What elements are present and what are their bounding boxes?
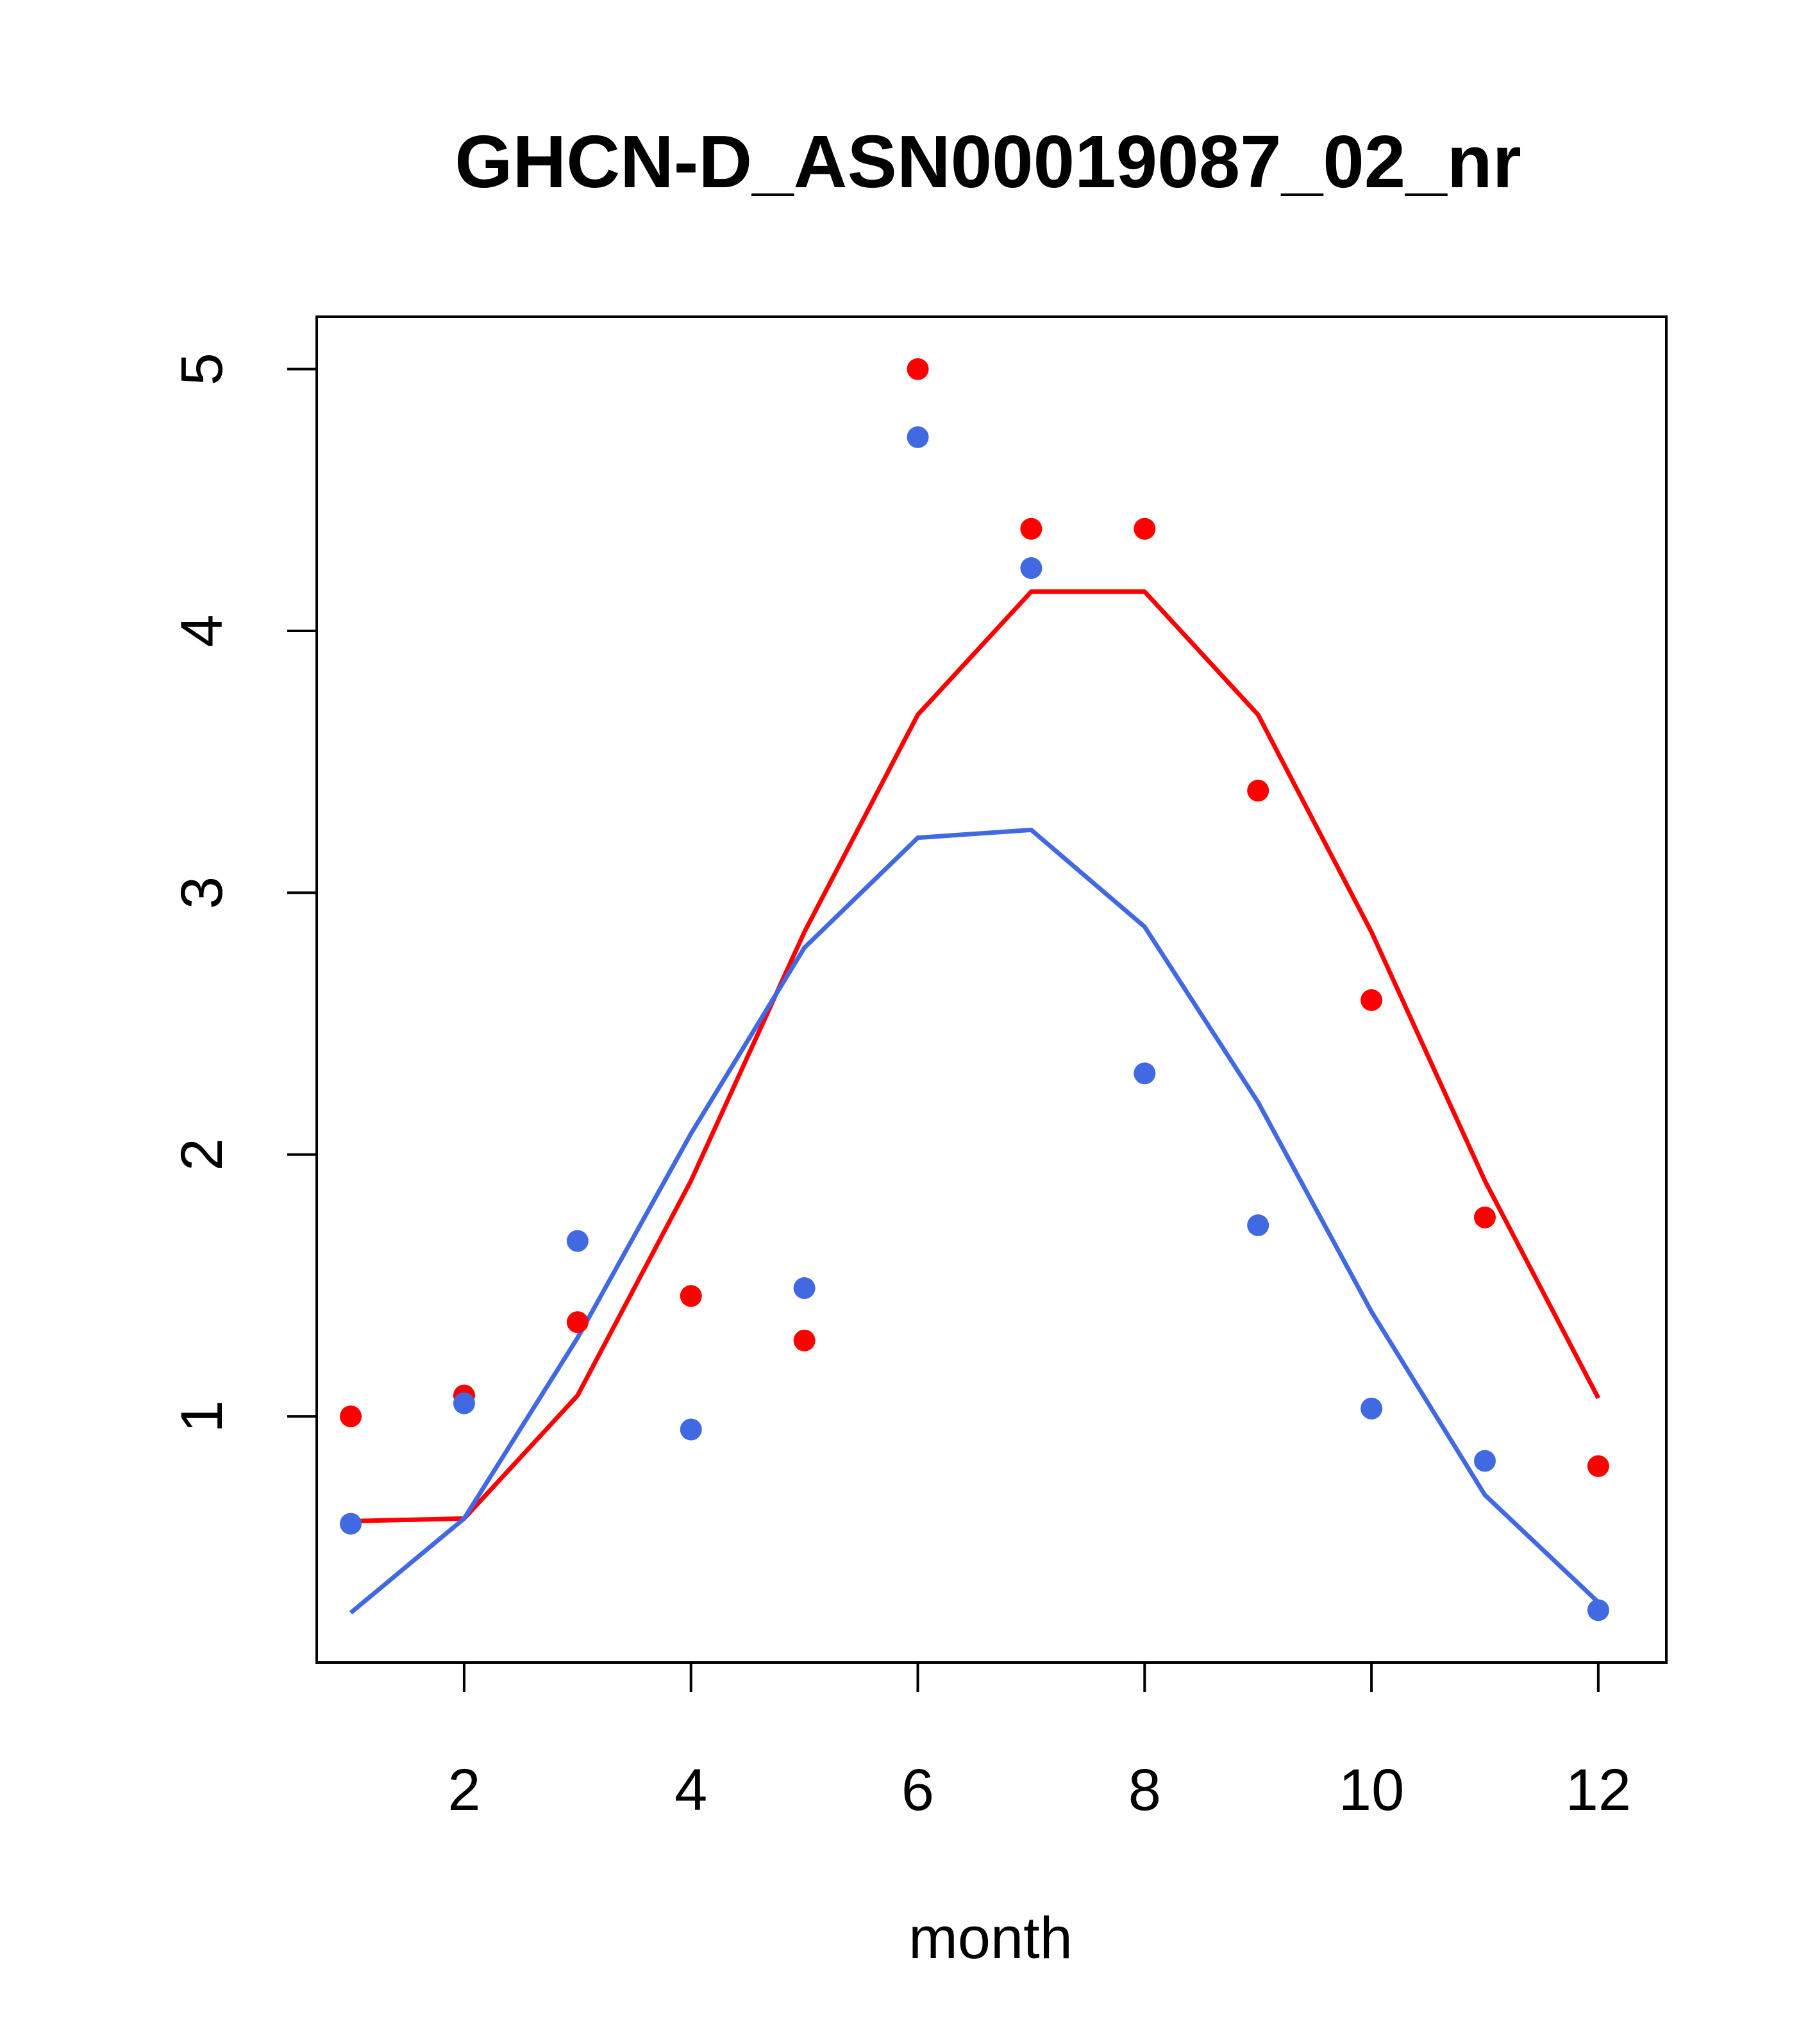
series-2-point: [1134, 1062, 1156, 1085]
series-2-point: [1473, 1450, 1496, 1472]
x-tick-label: 8: [1128, 1757, 1161, 1823]
x-tick-label: 10: [1339, 1757, 1404, 1823]
series-2-point: [453, 1392, 475, 1414]
series-points: [340, 358, 1609, 1621]
series-1-point: [1247, 780, 1269, 802]
x-tick-label: 4: [674, 1757, 707, 1823]
series-1-point: [1473, 1206, 1496, 1228]
series-2-point: [340, 1512, 362, 1535]
series-1-point: [680, 1285, 702, 1307]
series-2-point: [1020, 557, 1042, 580]
x-axis: 2 4 6 8 10 12: [448, 1661, 1631, 1823]
series-1-point: [1361, 989, 1383, 1011]
chart-title: GHCN-D_ASN00019087_02_nr: [455, 120, 1521, 203]
series-1-point: [340, 1405, 362, 1428]
y-tick-label: 3: [169, 876, 235, 909]
y-tick-label: 4: [169, 614, 235, 647]
series-2-point: [566, 1230, 589, 1252]
y-axis: 1 2 3 4 5: [169, 353, 318, 1433]
series-1-point: [907, 358, 929, 380]
series-1-point: [1020, 517, 1042, 540]
x-axis-label: month: [908, 1906, 1073, 1971]
y-tick-label: 5: [169, 353, 235, 385]
series-1-point: [566, 1311, 589, 1334]
series-2-point: [907, 426, 929, 448]
y-tick-label: 1: [169, 1400, 235, 1433]
series-2-point: [1587, 1599, 1609, 1621]
series-2-point: [1361, 1397, 1383, 1420]
series-1-line: [350, 589, 1600, 1523]
series-2-line: [349, 827, 1600, 1615]
series-1-point: [1587, 1455, 1609, 1477]
x-tick-label: 6: [901, 1757, 934, 1823]
series-2-point: [1247, 1214, 1269, 1237]
x-tick-label: 12: [1566, 1757, 1631, 1823]
series-1-point: [1134, 517, 1156, 540]
series-lines: [349, 589, 1600, 1615]
y-tick-label: 2: [169, 1138, 235, 1171]
series-2-point: [793, 1277, 816, 1300]
series-2-point: [680, 1418, 702, 1441]
x-tick-label: 2: [448, 1757, 480, 1823]
series-1-point: [793, 1329, 816, 1352]
